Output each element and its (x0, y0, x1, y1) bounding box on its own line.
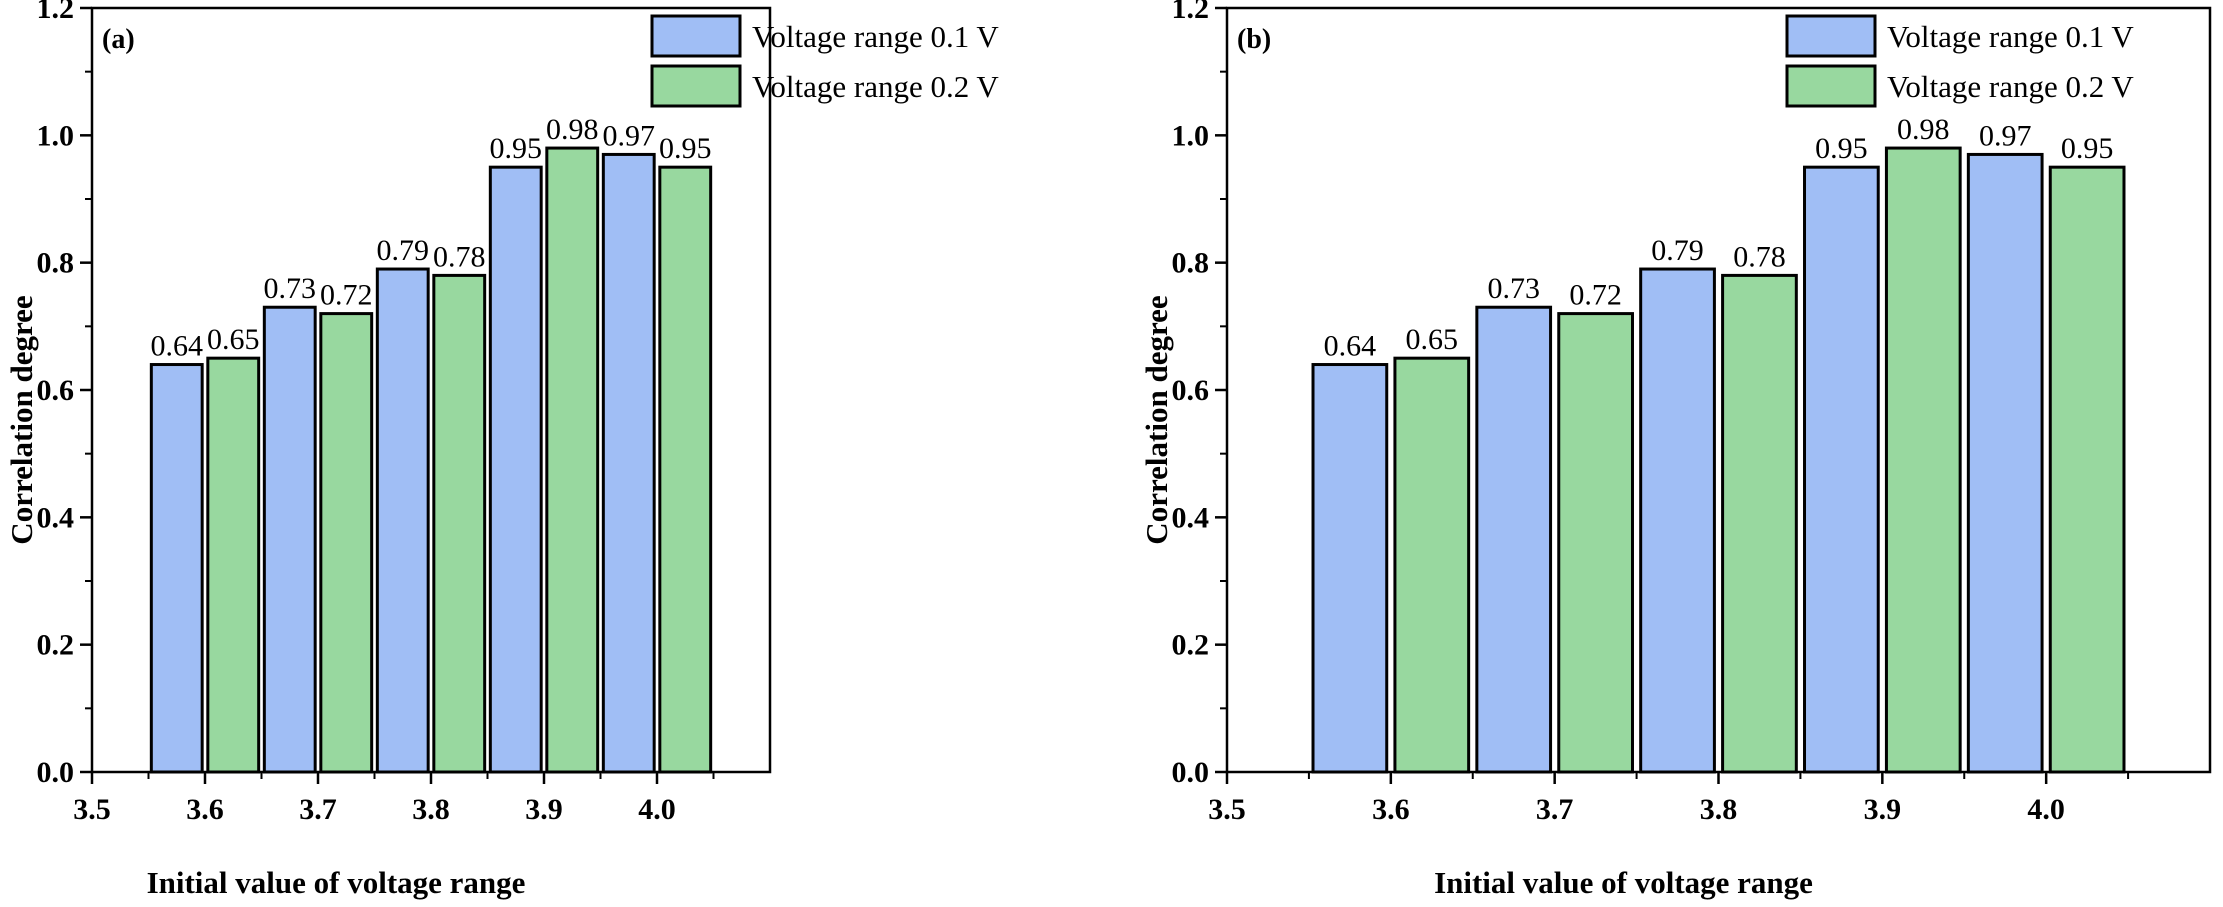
data-label: 0.98 (546, 113, 599, 146)
data-label: 0.97 (1979, 119, 2032, 152)
x-tick-label: 3.8 (412, 793, 450, 826)
legend-label-2: Voltage range 0.2 V (1887, 69, 2134, 104)
panel-label: (a) (102, 24, 135, 55)
y-tick-label: 0.2 (37, 629, 75, 662)
x-tick-label: 3.5 (1208, 793, 1246, 826)
data-label: 0.73 (1487, 272, 1540, 305)
legend-swatch-2 (1785, 64, 1877, 108)
bar-series1-3.9 (488, 165, 543, 774)
data-label: 0.95 (659, 132, 712, 165)
data-label: 0.72 (320, 279, 373, 312)
y-tick-label: 0.4 (1172, 501, 1210, 534)
bar-series1-4.0 (1966, 152, 2044, 774)
x-tick-label: 3.9 (525, 793, 563, 826)
bar-series1-3.9 (1803, 165, 1880, 774)
data-label: 0.64 (151, 330, 204, 363)
legend-label-1: Voltage range 0.1 V (752, 19, 999, 54)
x-tick-label: 3.8 (1700, 793, 1738, 826)
legend-swatch-1 (650, 14, 742, 58)
bar-series1-4.0 (601, 152, 656, 774)
y-tick-label: 0.8 (1172, 247, 1210, 280)
x-tick-label: 3.5 (73, 793, 111, 826)
x-tick-label: 3.7 (299, 793, 337, 826)
data-label: 0.98 (1897, 113, 1950, 146)
data-label: 0.97 (603, 119, 656, 152)
bar-series1-3.6 (149, 363, 204, 774)
x-tick-label: 3.7 (1536, 793, 1574, 826)
x-axis-title: Initial value of voltage range (147, 865, 526, 900)
bar-series1-3.8 (375, 267, 430, 774)
bar-series1-3.6 (1311, 363, 1389, 774)
data-label: 0.64 (1324, 330, 1377, 363)
bar-series2-3.9 (1884, 146, 1962, 774)
x-tick-label: 3.6 (1372, 793, 1410, 826)
y-tick-label: 1.2 (1172, 0, 1210, 25)
y-tick-label: 0.0 (37, 756, 75, 789)
x-tick-label: 3.6 (186, 793, 224, 826)
bar-series2-3.7 (319, 312, 374, 774)
y-tick-label: 0.6 (1172, 374, 1210, 407)
data-label: 0.95 (2061, 132, 2114, 165)
legend-swatch-2 (650, 64, 742, 108)
bar-series2-4.0 (2048, 165, 2126, 774)
y-axis-title: Correlation degree (1139, 295, 1174, 544)
legend-label-1: Voltage range 0.1 V (1887, 19, 2134, 54)
data-label: 0.78 (1733, 240, 1786, 273)
chart-panel-a: 0.640.730.790.95 0.970.650.720.780.980.95… (4, 0, 999, 900)
bar-series2-3.8 (1721, 273, 1798, 774)
y-tick-label: 1.0 (1172, 119, 1210, 152)
bar-series1-3.8 (1639, 267, 1716, 774)
y-tick-label: 0.6 (37, 374, 75, 407)
legend-label-2: Voltage range 0.2 V (752, 69, 999, 104)
data-label: 0.95 (1815, 132, 1868, 165)
bar-series1-3.7 (1475, 305, 1553, 774)
panel-label: (b) (1237, 24, 1271, 55)
data-label: 0.78 (433, 240, 486, 273)
x-tick-label: 4.0 (2027, 793, 2065, 826)
bar-series2-4.0 (658, 165, 713, 774)
data-label: 0.79 (1651, 234, 1704, 267)
data-label: 0.65 (1406, 323, 1459, 356)
y-tick-label: 0.0 (1172, 756, 1210, 789)
data-label: 0.73 (264, 272, 317, 305)
y-tick-label: 0.4 (37, 501, 75, 534)
x-tick-label: 3.9 (1864, 793, 1902, 826)
bar-series2-3.9 (545, 146, 600, 774)
y-axis-title: Correlation degree (4, 295, 39, 544)
y-tick-label: 1.0 (37, 119, 75, 152)
legend-swatch-1 (1785, 14, 1877, 58)
y-tick-label: 1.2 (37, 0, 75, 25)
x-tick-label: 4.0 (638, 793, 676, 826)
data-label: 0.72 (1569, 279, 1622, 312)
bar-series2-3.7 (1557, 312, 1634, 774)
data-label: 0.95 (490, 132, 543, 165)
y-tick-label: 0.2 (1172, 629, 1210, 662)
bar-series2-3.8 (432, 273, 487, 774)
data-label: 0.79 (377, 234, 430, 267)
y-tick-label: 0.8 (37, 247, 75, 280)
bar-series2-3.6 (1393, 356, 1471, 774)
bar-series1-3.7 (262, 305, 317, 774)
data-label: 0.65 (207, 323, 260, 356)
chart-panel-b: 0.64 0.73 0.79 0.95 0.97 0.65 0.72 0.78 0.98 0.95… (1139, 0, 2212, 900)
x-axis-title: Initial value of voltage range (1434, 865, 1813, 900)
bar-series2-3.6 (206, 356, 261, 774)
